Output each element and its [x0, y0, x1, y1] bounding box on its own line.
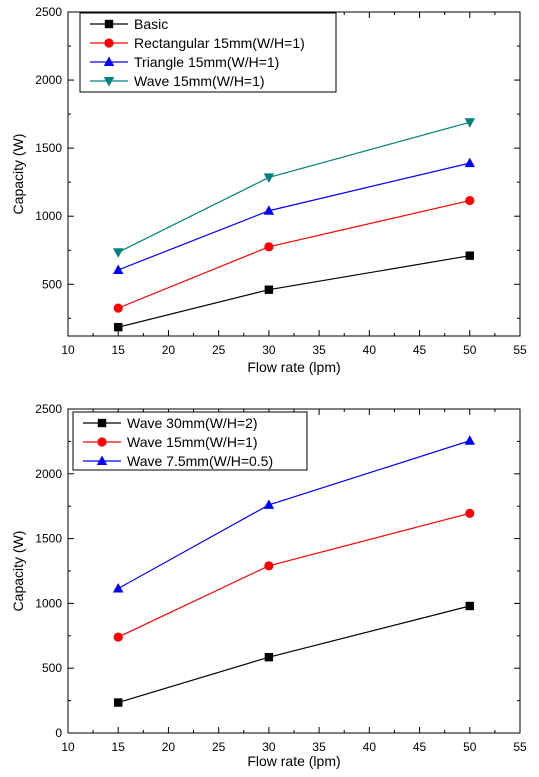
- legend-marker: [103, 56, 115, 66]
- x-tick-label: 10: [61, 343, 75, 357]
- data-point: [264, 285, 274, 294]
- x-tick-label: 55: [513, 343, 527, 357]
- y-tick-label: 2000: [35, 467, 62, 481]
- y-tick-label: 500: [42, 661, 62, 675]
- y-tick-label: 2500: [35, 402, 62, 416]
- data-point: [263, 173, 275, 183]
- series-1: [114, 601, 474, 707]
- series-line: [117, 512, 470, 638]
- data-point: [465, 601, 474, 611]
- data-point: [114, 698, 123, 707]
- legend-label: Triangle 15mm(W/H=1): [134, 54, 279, 70]
- x-tick-label: 20: [162, 343, 176, 357]
- x-tick-label: 25: [212, 740, 226, 754]
- data-point: [263, 205, 275, 215]
- legend-label: Basic: [134, 16, 168, 32]
- data-point: [113, 303, 123, 313]
- legend-marker: [97, 418, 107, 428]
- legend-marker: [96, 455, 108, 465]
- x-tick-label: 40: [363, 343, 377, 357]
- legend-box: [72, 411, 308, 471]
- y-axis-title: Capacity (W): [10, 134, 26, 215]
- data-point: [465, 508, 475, 518]
- legend-label: Wave 7.5mm(W/H=0.5): [127, 453, 273, 469]
- series-line: [117, 199, 470, 309]
- legend: Basic Rectangular 15mm(W/H=1) Triangle 15m…: [79, 12, 337, 93]
- x-tick-label: 30: [262, 343, 276, 357]
- x-tick-label: 50: [463, 343, 477, 357]
- series-3: [113, 157, 475, 274]
- series-line: [117, 121, 470, 253]
- x-tick-label: 50: [463, 740, 477, 754]
- y-axis-title: Capacity (W): [10, 531, 26, 612]
- x-tick-label: 45: [413, 740, 427, 754]
- series-4: [113, 118, 475, 258]
- legend-label: Wave 15mm(W/H=1): [134, 73, 265, 89]
- x-tick-label: 15: [112, 343, 126, 357]
- data-point: [464, 435, 475, 445]
- legend: Wave 30mm(W/H=2) Wave 15mm(W/H=1) Wave 7.5…: [72, 411, 308, 471]
- series-3: [113, 435, 475, 593]
- y-tick-label: 2000: [35, 73, 62, 87]
- data-point: [114, 322, 123, 332]
- series-2: [113, 508, 475, 642]
- x-tick-label: 45: [413, 343, 427, 357]
- data-point: [264, 561, 274, 571]
- x-tick-label: 10: [61, 740, 75, 754]
- y-tick-label: 1500: [35, 532, 62, 546]
- legend-marker: [104, 38, 114, 48]
- data-point: [113, 632, 123, 642]
- chart-2: 10 15 20 25 30 35 40 45 50 55 0 500 1000 1500 2000 2500…: [10, 402, 527, 769]
- data-point: [264, 242, 274, 252]
- legend-label: Wave 30mm(W/H=2): [127, 415, 258, 431]
- series-line: [118, 255, 470, 328]
- y-tick-label: 0: [55, 726, 62, 740]
- x-tick-label: 20: [162, 740, 176, 754]
- x-axis-title: Flow rate (lpm): [247, 753, 340, 769]
- x-tick-label: 30: [262, 740, 276, 754]
- legend-box: [79, 12, 337, 93]
- y-tick-label: 2500: [35, 5, 62, 19]
- y-tick-label: 500: [42, 277, 62, 291]
- x-tick-label: 40: [363, 740, 377, 754]
- x-axis-title: Flow rate (lpm): [247, 359, 340, 375]
- series-line: [118, 605, 470, 704]
- data-point: [263, 499, 275, 509]
- y-tick-label: 1000: [35, 596, 62, 610]
- series-1: [114, 251, 474, 332]
- data-point: [464, 118, 475, 128]
- x-tick-label: 25: [212, 343, 226, 357]
- data-point: [465, 251, 474, 260]
- y-tick-label: 1000: [35, 209, 62, 223]
- x-tick-label: 35: [312, 343, 326, 357]
- legend-marker: [103, 77, 115, 87]
- x-tick-label: 35: [312, 740, 326, 754]
- data-point: [465, 195, 475, 206]
- y-tick-label: 1500: [35, 141, 62, 155]
- data-point: [113, 248, 124, 258]
- legend-label: Rectangular 15mm(W/H=1): [134, 35, 305, 51]
- data-point: [464, 157, 475, 168]
- series-line: [118, 162, 470, 271]
- chart-1: 10 15 20 25 30 35 40 45 50 55 500 1000 1500 2000 2500 F…: [10, 5, 527, 375]
- x-tick-label: 55: [513, 740, 527, 754]
- data-point: [113, 582, 124, 593]
- legend-marker: [97, 437, 107, 447]
- x-tick-label: 15: [112, 740, 126, 754]
- legend-label: Wave 15mm(W/H=1): [127, 434, 258, 450]
- series-2: [113, 195, 475, 313]
- data-point: [113, 264, 124, 274]
- legend-marker: [104, 19, 114, 29]
- data-point: [264, 652, 274, 662]
